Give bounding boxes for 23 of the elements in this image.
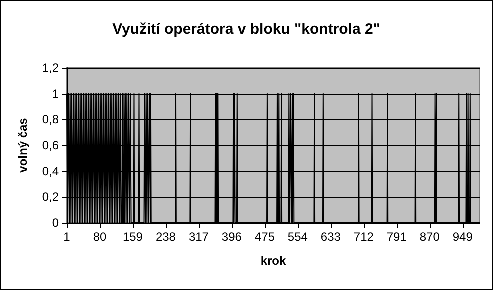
x-tick-label: 712 — [354, 230, 374, 244]
x-tick-label: 317 — [188, 230, 210, 244]
y-tick-label: 0,2 — [42, 190, 60, 204]
x-tick-label: 1 — [64, 230, 71, 244]
x-tick-label: 238 — [156, 230, 176, 244]
x-tick-label: 80 — [93, 230, 107, 244]
x-tick-label: 949 — [452, 230, 474, 244]
chart-title: Využití operátora v bloku "kontrola 2" — [112, 21, 380, 38]
x-tick-label: 633 — [320, 230, 342, 244]
x-axis-title: krok — [260, 254, 286, 268]
x-tick-label: 554 — [288, 230, 308, 244]
y-tick-label: 0,4 — [42, 164, 60, 178]
x-tick-label: 870 — [420, 230, 440, 244]
y-tick-label: 1 — [52, 86, 60, 101]
y-tick-label: 0 — [52, 216, 60, 230]
y-tick-label: 0,6 — [42, 138, 60, 152]
y-axis-title: volný čas — [16, 118, 30, 173]
x-tick-label: 791 — [386, 230, 408, 244]
y-tick-label: 1,2 — [42, 61, 60, 75]
x-tick-label: 396 — [222, 230, 242, 244]
x-tick-label: 159 — [122, 230, 144, 244]
y-tick-label: 0,8 — [42, 112, 60, 127]
x-tick-label: 475 — [254, 230, 276, 244]
